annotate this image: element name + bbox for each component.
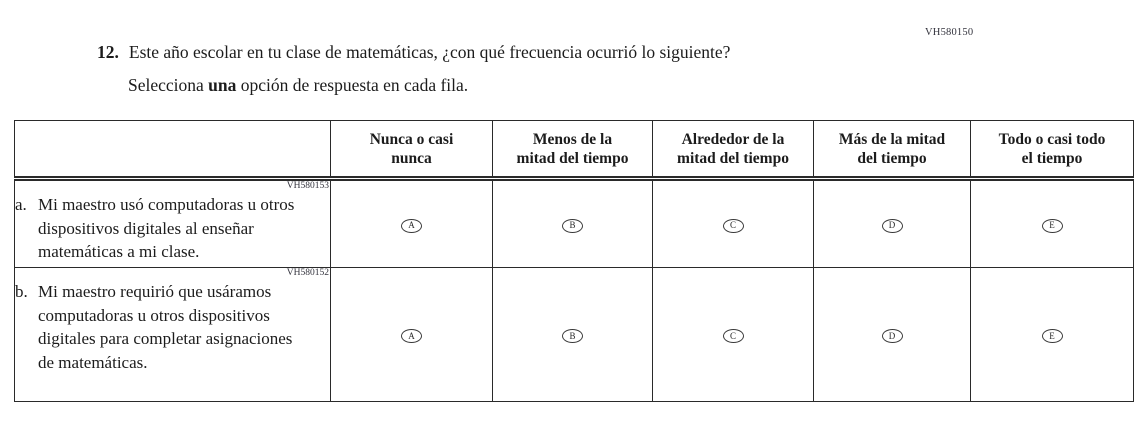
option-cell-b-3: C bbox=[652, 267, 814, 402]
answer-bubble-b-E[interactable]: E bbox=[1041, 329, 1063, 343]
bubble-letter: B bbox=[569, 330, 576, 341]
option-cell-b-2: B bbox=[492, 267, 653, 402]
option-cell-b-1: A bbox=[330, 267, 493, 402]
option-cell-a-1: A bbox=[330, 178, 493, 268]
instruction-bold-word: una bbox=[208, 75, 237, 95]
item-stem-cell-b: VH580152 b. Mi maestro requirió que usár… bbox=[14, 267, 331, 402]
bubble-letter: A bbox=[408, 330, 415, 341]
question-line: 12. Este año escolar en tu clase de mate… bbox=[97, 41, 957, 63]
item-code: VH580152 bbox=[286, 268, 329, 278]
bubble-letter: C bbox=[729, 220, 736, 230]
answer-bubble-b-A[interactable]: A bbox=[401, 329, 422, 343]
answer-bubble-b-B[interactable]: B bbox=[562, 329, 583, 343]
option-cell-a-3: C bbox=[652, 178, 814, 268]
bubble-letter: C bbox=[729, 330, 736, 341]
column-header-menos-de-la-mitad: Menos de la mitad del tiempo bbox=[492, 120, 653, 181]
item-text: Mi maestro requirió que usáramos computa… bbox=[38, 282, 293, 372]
answer-bubble-a-D[interactable]: D bbox=[881, 218, 903, 233]
answer-bubble-a-B[interactable]: B bbox=[562, 218, 583, 233]
option-cell-a-5: E bbox=[970, 178, 1134, 268]
answer-bubble-a-A[interactable]: A bbox=[401, 218, 422, 233]
table-row-b: VH580152 b. Mi maestro requirió que usár… bbox=[14, 267, 1134, 402]
bubble-letter: D bbox=[888, 220, 896, 230]
table-row-a: VH580153 a. Mi maestro usó computadoras … bbox=[14, 178, 1134, 268]
column-header-mas-de-la-mitad: Más de la mitad del tiempo bbox=[813, 120, 971, 181]
instruction-suffix: opción de respuesta en cada fila. bbox=[236, 75, 469, 95]
column-header-nunca-o-casi-nunca: Nunca o casi nunca bbox=[330, 120, 493, 181]
answer-bubble-a-E[interactable]: E bbox=[1041, 218, 1063, 233]
bubble-letter: D bbox=[888, 330, 896, 341]
answer-bubble-b-C[interactable]: C bbox=[722, 329, 744, 343]
question-block: 12. Este año escolar en tu clase de mate… bbox=[97, 41, 957, 96]
question-text: Este año escolar en tu clase de matemáti… bbox=[128, 42, 731, 62]
item-code: VH580153 bbox=[286, 181, 329, 191]
item-stem-a: a. Mi maestro usó computadoras u otros d… bbox=[15, 193, 330, 264]
item-label: b. bbox=[15, 282, 28, 301]
item-stem-b: b. Mi maestro requirió que usáramos comp… bbox=[15, 280, 330, 374]
response-matrix-table: Nunca o casi nunca Menos de la mitad del… bbox=[14, 120, 1134, 402]
bubble-letter: B bbox=[569, 220, 576, 230]
answer-bubble-b-D[interactable]: D bbox=[881, 329, 903, 343]
option-cell-b-5: E bbox=[970, 267, 1134, 402]
bubble-letter: A bbox=[408, 220, 415, 230]
empty-header-cell bbox=[14, 120, 331, 181]
instruction-prefix: Selecciona bbox=[128, 75, 209, 95]
item-stem-cell-a: VH580153 a. Mi maestro usó computadoras … bbox=[14, 178, 331, 268]
question-number: 12. bbox=[97, 42, 119, 62]
answer-bubble-a-C[interactable]: C bbox=[722, 218, 744, 233]
question-instruction: Selecciona una opción de respuesta en ca… bbox=[128, 74, 957, 96]
bubble-letter: E bbox=[1049, 330, 1055, 341]
column-header-alrededor-de-la-mitad: Alrededor de la mitad del tiempo bbox=[652, 120, 814, 181]
bubble-letter: E bbox=[1049, 220, 1055, 230]
item-text: Mi maestro usó computadoras u otros disp… bbox=[38, 195, 295, 261]
header-row: Nunca o casi nunca Menos de la mitad del… bbox=[14, 120, 1134, 181]
option-cell-b-4: D bbox=[813, 267, 971, 402]
option-cell-a-2: B bbox=[492, 178, 653, 268]
form-code: VH580150 bbox=[925, 27, 974, 38]
column-header-todo-o-casi-todo: Todo o casi todo el tiempo bbox=[970, 120, 1134, 181]
option-cell-a-4: D bbox=[813, 178, 971, 268]
item-label: a. bbox=[15, 195, 27, 214]
